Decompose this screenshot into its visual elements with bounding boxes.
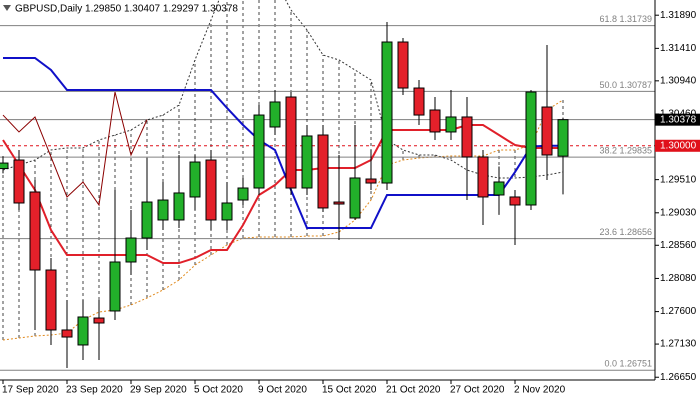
candle-body [493, 181, 505, 196]
y-tick-label: 1.31890 [660, 10, 697, 21]
price-label: 1.30378 [660, 114, 697, 125]
candle-body [45, 269, 57, 331]
candle-body [173, 192, 185, 221]
x-tick-label: 21 Oct 2020 [386, 385, 441, 396]
candle-body [253, 114, 265, 189]
fibo-label: 50.0 1.30787 [599, 80, 652, 90]
candle-body [285, 96, 297, 189]
candle-body [109, 261, 121, 312]
fibo-label: 61.8 1.31739 [599, 14, 652, 24]
candle-body [0, 162, 9, 170]
x-tick-label: 17 Sep 2020 [2, 385, 59, 396]
candle-body [365, 178, 377, 184]
candle-body [445, 116, 457, 133]
candle-body [509, 196, 521, 206]
price-box [655, 139, 700, 152]
candle-body [381, 41, 393, 184]
candle-body [13, 159, 25, 204]
candle-body [317, 134, 329, 209]
price-box [655, 113, 700, 126]
candle-body [237, 187, 249, 201]
y-tick-label: 1.30940 [660, 75, 697, 86]
x-tick-label: 23 Sep 2020 [66, 385, 123, 396]
candle-body [557, 119, 569, 157]
x-tick-label: 29 Sep 2020 [130, 385, 187, 396]
y-tick-label: 1.26650 [660, 372, 697, 383]
fibo-label: 23.6 1.28656 [599, 227, 652, 237]
candle-body [301, 135, 313, 189]
candle-body [189, 161, 201, 198]
chart-header: GBPUSD,Daily 1.29850 1.30407 1.29297 1.3… [15, 4, 238, 15]
candle-body [397, 41, 409, 89]
y-tick-label: 1.28080 [660, 273, 697, 284]
x-tick-label: 5 Oct 2020 [194, 385, 243, 396]
candle-body [413, 87, 425, 116]
x-tick-label: 27 Oct 2020 [450, 385, 505, 396]
candle-body [429, 109, 441, 133]
candle-body [157, 199, 169, 221]
candle-body [477, 156, 489, 198]
indicator-line [3, 56, 563, 229]
y-tick-label: 1.29030 [660, 207, 697, 218]
candle-body [349, 177, 361, 219]
candle-body [141, 201, 153, 239]
candle-body [77, 316, 89, 346]
candle-body [205, 159, 217, 221]
indicator-line [2, 91, 148, 207]
fibo-label: 38.2 1.29835 [599, 146, 652, 156]
candle-body [541, 106, 553, 156]
y-tick-label: 1.28560 [660, 240, 697, 251]
candle-body [269, 101, 281, 128]
y-tick-label: 1.29510 [660, 174, 697, 185]
candle-body [125, 237, 137, 263]
price-label: 1.30000 [660, 140, 697, 151]
candle-body [461, 116, 473, 158]
symbol-icon [3, 5, 11, 11]
y-tick-label: 1.27600 [660, 306, 697, 317]
y-tick-label: 1.27130 [660, 339, 697, 350]
candle-body [61, 329, 73, 338]
candle-body [333, 201, 345, 205]
x-tick-label: 2 Nov 2020 [514, 385, 566, 396]
candle-body [93, 317, 105, 324]
candle-body [221, 202, 233, 221]
fibo-label: 0.0 1.26751 [604, 359, 652, 369]
x-tick-label: 15 Oct 2020 [322, 385, 377, 396]
y-tick-label: 1.31410 [660, 43, 697, 54]
candle-body [29, 191, 41, 271]
x-tick-label: 9 Oct 2020 [258, 385, 307, 396]
candle-body [525, 91, 537, 206]
plot-area: 61.8 1.31739 50.0 1.30787 38.2 1.29835 23.6… [0, 0, 655, 371]
